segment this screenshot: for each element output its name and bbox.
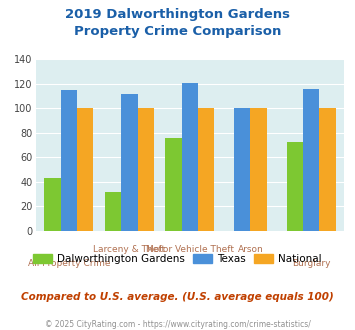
Text: Larceny & Theft: Larceny & Theft [93, 245, 165, 254]
Bar [44, 178, 61, 231]
Legend: Dalworthington Gardens, Texas, National: Dalworthington Gardens, Texas, National [29, 249, 326, 268]
Bar [303, 89, 319, 231]
Bar [286, 142, 303, 231]
Bar [165, 138, 182, 231]
Bar [77, 109, 93, 231]
Bar [105, 192, 121, 231]
Text: Motor Vehicle Theft: Motor Vehicle Theft [146, 245, 234, 254]
Text: Arson: Arson [237, 245, 263, 254]
Bar [137, 109, 154, 231]
Bar [121, 94, 137, 231]
Bar [234, 109, 251, 231]
Bar [251, 109, 267, 231]
Bar [198, 109, 214, 231]
Bar [182, 83, 198, 231]
Text: Burglary: Burglary [292, 259, 330, 268]
Text: Compared to U.S. average. (U.S. average equals 100): Compared to U.S. average. (U.S. average … [21, 292, 334, 302]
Bar [61, 90, 77, 231]
Text: All Property Crime: All Property Crime [28, 259, 110, 268]
Text: 2019 Dalworthington Gardens
Property Crime Comparison: 2019 Dalworthington Gardens Property Cri… [65, 8, 290, 38]
Bar [319, 109, 335, 231]
Text: © 2025 CityRating.com - https://www.cityrating.com/crime-statistics/: © 2025 CityRating.com - https://www.city… [45, 320, 310, 329]
